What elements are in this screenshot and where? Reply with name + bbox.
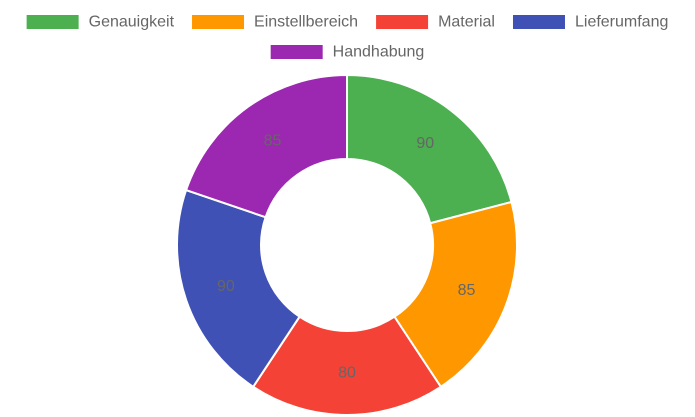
- legend-swatch: [512, 15, 565, 29]
- legend-item-genauigkeit[interactable]: Genauigkeit: [26, 14, 175, 31]
- slice-einstellbereich[interactable]: [393, 200, 518, 389]
- slice-material[interactable]: [251, 315, 443, 416]
- data-label-handhabung: 85: [264, 132, 282, 149]
- chart-data-labels: 90 85 80 90 85: [217, 132, 476, 381]
- chart-slices: [176, 73, 518, 416]
- data-label-material: 80: [338, 365, 356, 382]
- legend-swatch: [270, 45, 323, 59]
- chart-legend: Genauigkeit Einstellbereich Material Liefer…: [26, 14, 668, 61]
- legend-item-material[interactable]: Material: [376, 14, 495, 31]
- legend-label: Handhabung: [333, 44, 425, 61]
- legend-label: Genauigkeit: [89, 14, 175, 31]
- slice-genauigkeit[interactable]: [346, 73, 513, 225]
- legend-swatch: [26, 15, 79, 29]
- legend-swatch: [192, 15, 245, 29]
- legend-label: Einstellbereich: [254, 14, 358, 31]
- data-label-genauigkeit: 90: [416, 135, 434, 152]
- data-label-einstellbereich: 85: [458, 282, 476, 299]
- slice-handhabung[interactable]: [184, 73, 348, 219]
- legend-swatch: [376, 15, 429, 29]
- legend-label: Lieferumfang: [575, 14, 668, 31]
- legend-item-lieferumfang[interactable]: Lieferumfang: [512, 14, 668, 31]
- legend-item-einstellbereich[interactable]: Einstellbereich: [192, 14, 358, 31]
- legend-item-handhabung[interactable]: Handhabung: [270, 44, 425, 61]
- legend-label: Material: [438, 14, 495, 31]
- slice-lieferumfang[interactable]: [176, 188, 301, 389]
- data-label-lieferumfang: 90: [217, 278, 235, 295]
